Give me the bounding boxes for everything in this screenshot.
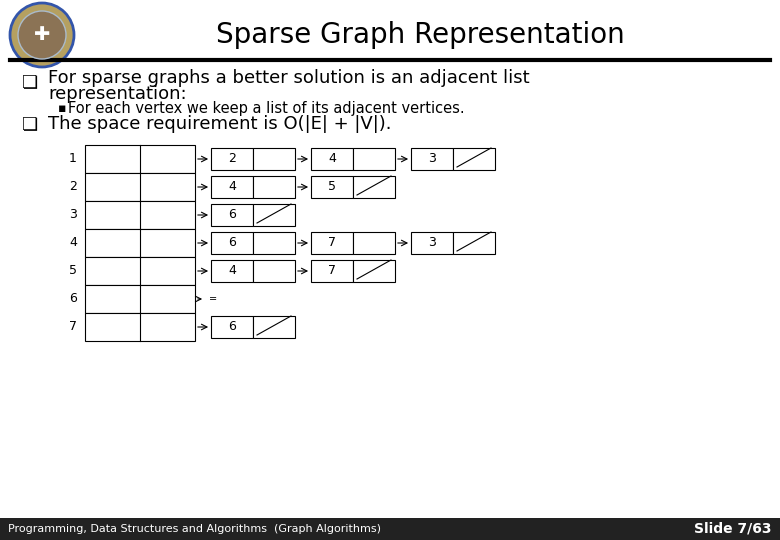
Text: 4: 4: [228, 180, 236, 193]
Text: Programming, Data Structures and Algorithms  (Graph Algorithms): Programming, Data Structures and Algorit…: [8, 524, 381, 534]
Bar: [353, 148, 395, 170]
Text: 6: 6: [228, 237, 236, 249]
Bar: [253, 148, 295, 170]
Bar: [311, 232, 353, 254]
Bar: [311, 260, 353, 282]
Bar: [353, 176, 395, 198]
Text: ✚: ✚: [34, 25, 50, 44]
Bar: [211, 176, 253, 198]
Bar: [85, 285, 195, 313]
Circle shape: [18, 11, 66, 59]
Text: 1: 1: [69, 152, 77, 165]
Text: Sparse Graph Representation: Sparse Graph Representation: [215, 21, 624, 49]
Bar: [411, 148, 453, 170]
Text: ❏: ❏: [22, 115, 38, 133]
Bar: [253, 260, 295, 282]
Circle shape: [10, 3, 74, 67]
Bar: [353, 260, 395, 282]
Bar: [411, 232, 453, 254]
Bar: [211, 232, 253, 254]
Bar: [85, 229, 195, 257]
Text: For each vertex we keep a list of its adjacent vertices.: For each vertex we keep a list of its ad…: [68, 100, 465, 116]
Bar: [453, 232, 495, 254]
Bar: [311, 176, 353, 198]
Bar: [85, 313, 195, 341]
Bar: [253, 176, 295, 198]
Text: 6: 6: [228, 208, 236, 221]
Text: 3: 3: [69, 208, 77, 221]
Text: 5: 5: [328, 180, 336, 193]
Text: 6: 6: [69, 293, 77, 306]
Bar: [85, 145, 195, 173]
Text: 4: 4: [228, 265, 236, 278]
Bar: [85, 201, 195, 229]
Text: 4: 4: [328, 152, 336, 165]
Bar: [211, 204, 253, 226]
Bar: [211, 316, 253, 338]
Bar: [0, 518, 780, 540]
Bar: [353, 232, 395, 254]
Text: 3: 3: [428, 152, 436, 165]
Text: 5: 5: [69, 265, 77, 278]
Text: representation:: representation:: [48, 85, 186, 103]
Bar: [253, 204, 295, 226]
Bar: [253, 232, 295, 254]
Text: The space requirement is O(|E| + |V|).: The space requirement is O(|E| + |V|).: [48, 115, 392, 133]
Text: 2: 2: [69, 180, 77, 193]
Bar: [453, 148, 495, 170]
Text: For sparse graphs a better solution is an adjacent list: For sparse graphs a better solution is a…: [48, 69, 530, 87]
Text: 7: 7: [328, 265, 336, 278]
Text: =: =: [209, 294, 217, 304]
Bar: [211, 260, 253, 282]
Text: ▪: ▪: [58, 102, 66, 114]
Text: 4: 4: [69, 237, 77, 249]
Text: 7: 7: [328, 237, 336, 249]
Bar: [211, 148, 253, 170]
Text: ❏: ❏: [22, 73, 38, 91]
Text: 7: 7: [69, 321, 77, 334]
Text: Slide 7/63: Slide 7/63: [694, 522, 772, 536]
Bar: [311, 148, 353, 170]
Text: 3: 3: [428, 237, 436, 249]
Bar: [85, 257, 195, 285]
Bar: [85, 173, 195, 201]
Bar: [253, 316, 295, 338]
Text: 6: 6: [228, 321, 236, 334]
Text: 2: 2: [228, 152, 236, 165]
